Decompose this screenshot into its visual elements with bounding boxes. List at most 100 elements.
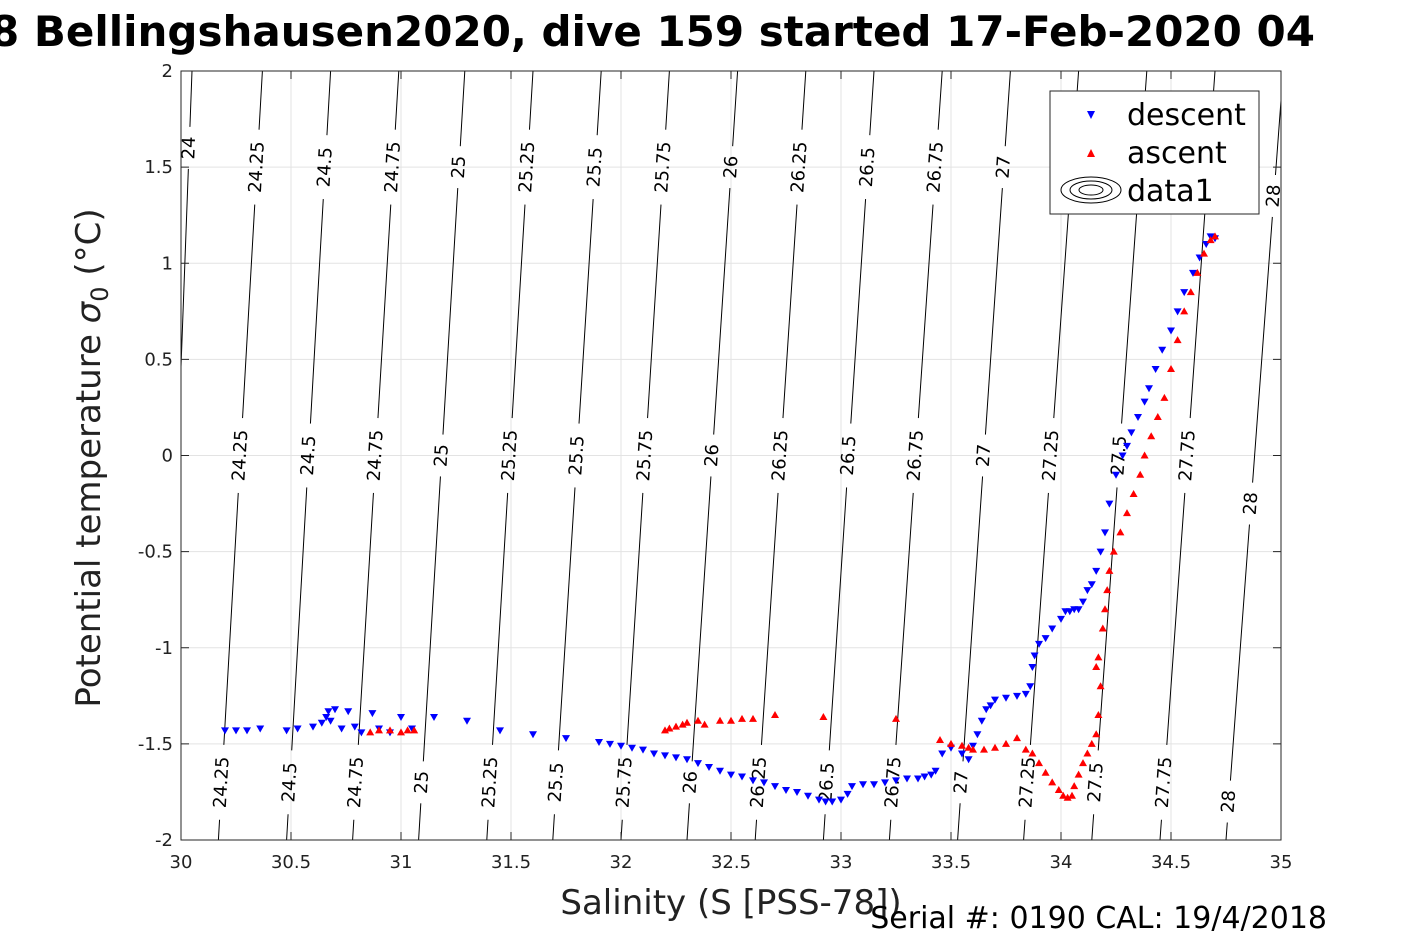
contour-label: 28	[1218, 789, 1241, 813]
descent-point	[977, 717, 986, 725]
ascent-point	[1186, 288, 1195, 296]
descent-point	[1096, 548, 1105, 556]
descent-point	[628, 744, 636, 752]
legend: descent ascent data1	[1049, 90, 1260, 215]
descent-point	[1087, 581, 1096, 589]
y-tick-label: -0.5	[138, 542, 173, 563]
descent-point	[1083, 587, 1092, 595]
ascent-point	[936, 736, 944, 744]
x-tick-label: 35	[1270, 852, 1293, 873]
descent-point	[986, 702, 995, 710]
x-tick-label: 32.5	[711, 852, 751, 873]
contour-label: 27.25	[1039, 429, 1064, 482]
ascent-point	[397, 728, 405, 736]
density-contour-line	[957, 71, 1011, 840]
x-tick-label: 34.5	[1151, 852, 1191, 873]
ascent-point	[410, 726, 419, 734]
descent-point	[815, 796, 823, 804]
descent-point	[903, 775, 911, 783]
descent-point	[282, 727, 291, 735]
descent-point	[914, 775, 922, 783]
descent-point	[1145, 385, 1153, 393]
descent-point	[1180, 289, 1189, 297]
contour-label: 26.25	[768, 429, 792, 482]
legend-descent-label: descent	[1127, 98, 1246, 133]
descent-point	[1079, 598, 1087, 606]
descent-point	[683, 756, 691, 764]
descent-point	[1048, 625, 1057, 633]
x-tick-label: 30.5	[271, 852, 311, 873]
density-contour-line	[1159, 71, 1216, 840]
descent-point	[920, 773, 929, 781]
ascent-point	[1021, 745, 1030, 753]
descent-point	[738, 773, 746, 781]
descent-point	[973, 731, 982, 739]
legend-contour-icon	[1060, 176, 1122, 204]
descent-point	[672, 754, 680, 762]
legend-ascent-label: ascent	[1127, 136, 1227, 171]
descent-point	[793, 788, 801, 796]
contour-label: 26	[720, 155, 742, 179]
ascent-point	[665, 724, 674, 732]
descent-point	[243, 727, 251, 735]
descent-point	[1026, 683, 1035, 691]
legend-data1-label: data1	[1127, 174, 1214, 209]
descent-point	[322, 713, 331, 721]
contour-label: 24.5	[297, 435, 320, 476]
contour-label: 25.25	[498, 429, 522, 482]
descent-point	[1189, 269, 1197, 277]
descent-point	[964, 756, 973, 764]
ascent-point	[1094, 711, 1103, 719]
ascent-point	[1140, 451, 1149, 459]
descent-point	[317, 719, 326, 727]
ascent-point	[1105, 566, 1114, 574]
descent-point	[892, 777, 900, 785]
density-contour-line	[620, 71, 670, 840]
descent-point	[771, 783, 779, 791]
descent-point	[837, 796, 845, 804]
ascent-point	[1147, 432, 1156, 440]
ascent-point	[1074, 770, 1083, 778]
descent-point	[529, 731, 537, 739]
legend-descent-marker	[1087, 111, 1095, 119]
ascent-point	[1167, 364, 1175, 372]
ascent-point	[1092, 662, 1101, 670]
ascent-point	[1101, 605, 1109, 613]
ascent-point	[1087, 739, 1096, 747]
contour-label: 27.75	[1175, 429, 1200, 482]
contour-label: 24.25	[210, 756, 234, 809]
descent-point	[344, 708, 353, 716]
ascent-point	[980, 745, 988, 753]
descent-point	[1030, 652, 1039, 660]
ascent-point	[1193, 268, 1202, 276]
descent-point	[309, 723, 317, 731]
descent-point	[1151, 365, 1160, 373]
contour-label: 28	[1240, 491, 1263, 515]
contour-label: 25.25	[478, 756, 502, 809]
descent-point	[991, 696, 999, 704]
contour-label: 26.5	[837, 435, 861, 476]
descent-point	[828, 798, 837, 806]
descent-point	[397, 713, 405, 721]
ascent-point	[1083, 749, 1092, 757]
ascent-point	[1160, 393, 1169, 401]
descent-point	[927, 771, 936, 779]
ascent-point	[1173, 336, 1182, 344]
contour-label: 27	[950, 770, 973, 794]
ascent-point	[969, 745, 977, 753]
descent-point	[870, 781, 878, 789]
ascent-point	[819, 712, 828, 720]
contour-label: 25.25	[515, 141, 539, 194]
descent-point	[1167, 327, 1175, 335]
descent-point	[1123, 442, 1131, 450]
descent-point	[1118, 452, 1127, 460]
ascent-point	[1041, 768, 1050, 776]
ascent-point	[375, 726, 383, 734]
descent-point	[1173, 308, 1182, 316]
y-tick-label: 0	[162, 446, 173, 467]
descent-point	[843, 790, 852, 798]
descent-point	[1021, 690, 1030, 698]
contour-label: 24.75	[364, 429, 388, 482]
contour-label: 27	[973, 443, 996, 467]
ascent-point	[1035, 759, 1043, 767]
